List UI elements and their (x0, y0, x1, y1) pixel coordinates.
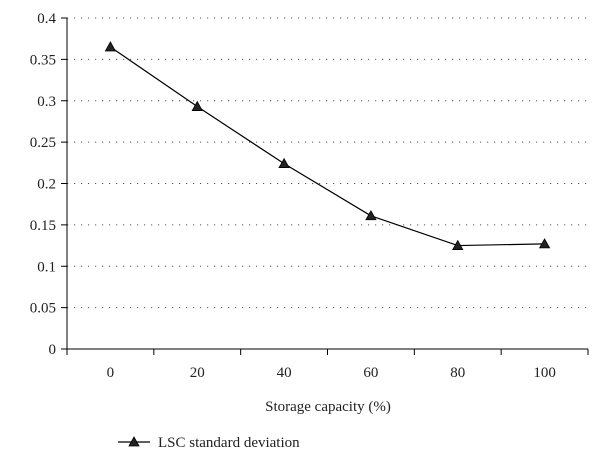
y-tick-label: 0.15 (30, 218, 56, 234)
y-tick-label: 0.25 (30, 135, 56, 151)
x-tick-label: 100 (533, 365, 556, 381)
series-layer (104, 41, 551, 250)
data-point (365, 209, 377, 221)
data-point (278, 157, 290, 169)
x-tick-label: 40 (277, 365, 292, 381)
x-axis-title: Storage capacity (%) (265, 399, 391, 415)
y-tick-label: 0.2 (37, 177, 56, 193)
y-tick-label: 0.3 (37, 94, 56, 110)
x-tick-label: 60 (363, 365, 378, 381)
y-tick-label: 0.35 (30, 52, 56, 68)
data-point (104, 41, 117, 52)
data-point (191, 100, 203, 111)
grid-lines (67, 17, 588, 309)
y-tick-label: 0.05 (30, 301, 56, 317)
tick-labels: 0 0.05 0.1 0.15 0.2 0.25 0.3 0.35 0.4 0 20 40 60 80 10… (30, 11, 556, 381)
data-point (452, 239, 464, 250)
y-tick-label: 0.4 (37, 11, 56, 27)
x-tick-label: 20 (190, 365, 205, 381)
legend-marker-swatch (128, 436, 140, 447)
legend-label: LSC standard deviation (158, 435, 300, 451)
axes (61, 17, 589, 355)
y-tick-label: 0 (49, 342, 57, 358)
legend: LSC standard deviation (118, 435, 300, 451)
y-tick-label: 0.1 (37, 259, 56, 275)
x-tick-label: 80 (450, 365, 465, 381)
data-point (538, 238, 551, 249)
x-tick-label: 0 (107, 365, 115, 381)
series-line (110, 46, 545, 247)
